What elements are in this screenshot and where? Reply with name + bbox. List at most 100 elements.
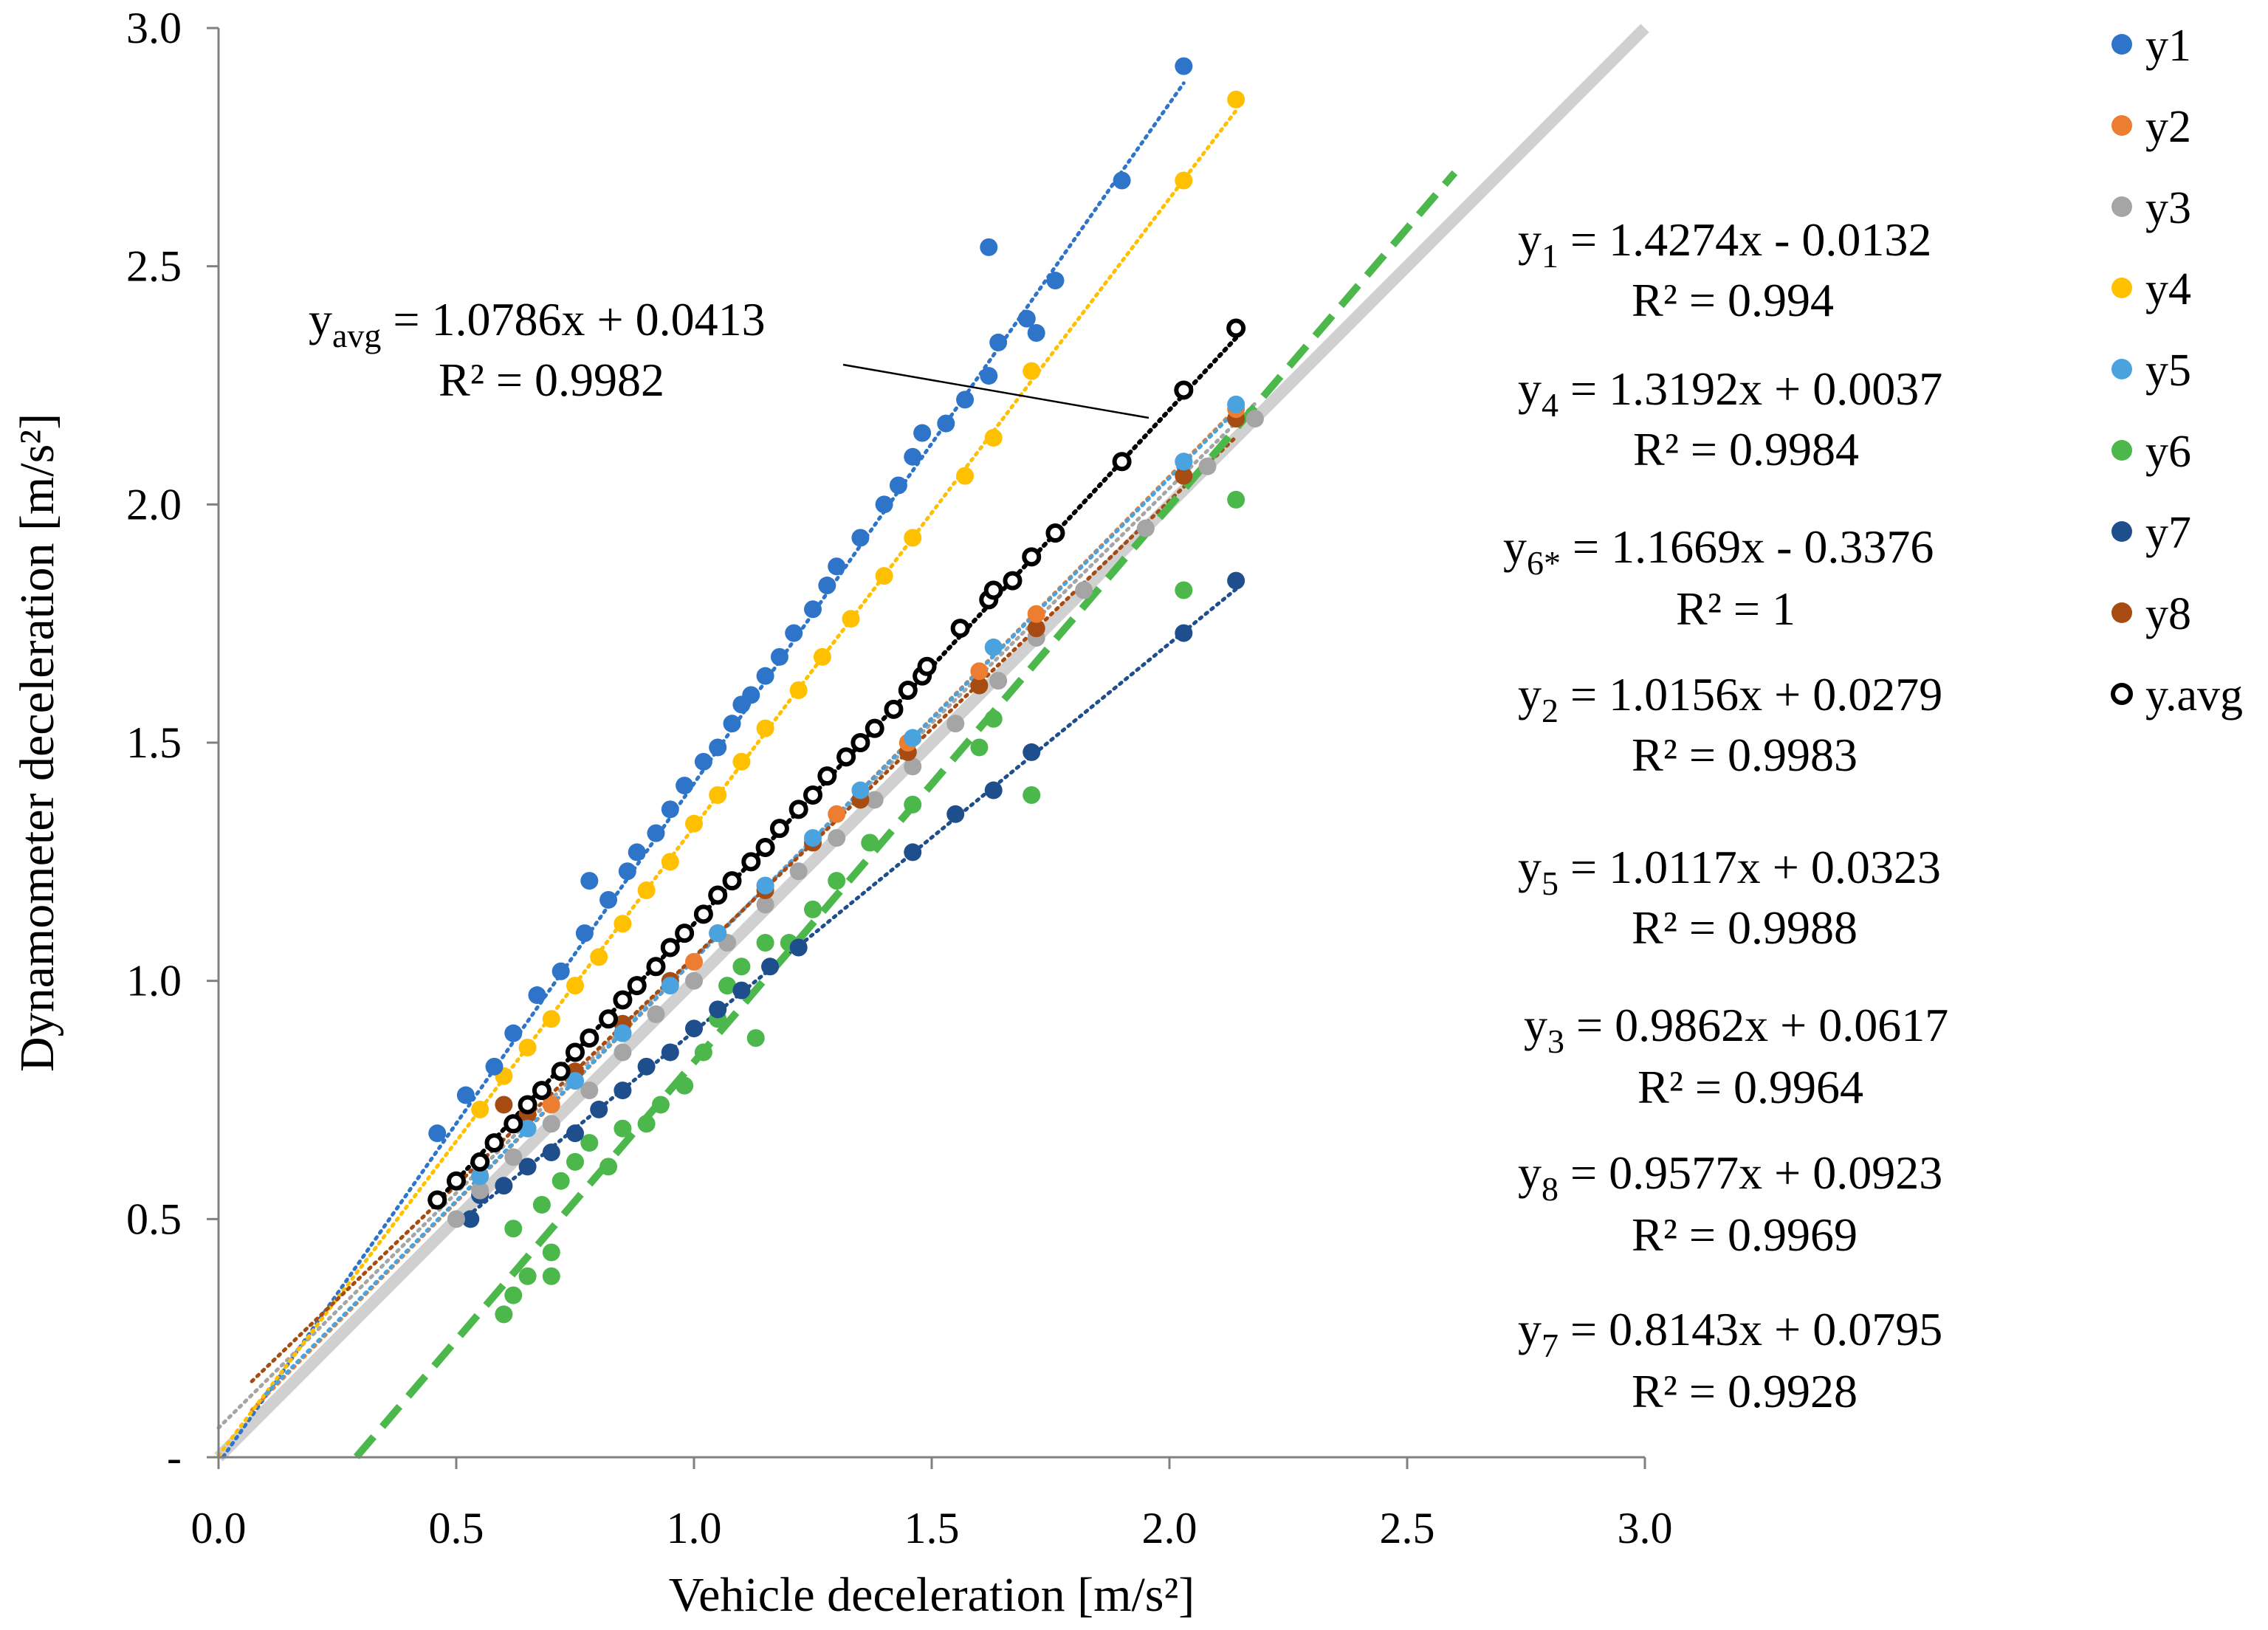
point-y.avg-25 [836, 747, 856, 767]
y-tick-label: 3.0 [126, 4, 182, 52]
point-y7-11 [709, 1000, 727, 1019]
point-y3-14 [946, 715, 965, 733]
point-y1-23 [818, 577, 836, 595]
point-y5-7 [804, 829, 822, 847]
point-y.avg-0 [427, 1190, 447, 1210]
point-y6-6 [542, 1267, 560, 1285]
point-y4-11 [732, 752, 751, 771]
point-y1-16 [723, 715, 741, 733]
point-y.avg-9 [580, 1028, 599, 1048]
point-y1-34 [989, 333, 1008, 351]
point-y1-32 [980, 367, 998, 385]
point-y7-15 [904, 843, 922, 862]
tick-label-layer: 0.0 0.5 1.0 1.5 2.0 2.5 3.0 - 0.5 1.0 1.5 2.0 2.5 3.0 [126, 4, 1673, 1552]
point-y1-20 [770, 647, 788, 666]
point-y5-9 [904, 729, 922, 747]
equation-e3: y3 = 0.9862x + 0.0617 [1524, 999, 1948, 1060]
point-y.avg-40 [1226, 318, 1246, 338]
point-y6-8 [566, 1152, 584, 1171]
point-y4-8 [661, 853, 679, 871]
point-y1-13 [676, 777, 694, 795]
point-y6-22 [804, 900, 822, 918]
point-y3-10 [789, 862, 808, 881]
point-y3-6 [647, 1005, 665, 1023]
point-y2-5 [828, 805, 846, 823]
point-y6-26 [970, 738, 989, 757]
point-y.avg-21 [769, 819, 789, 839]
legend-label-y2: y2 [2145, 102, 2191, 152]
point-y4-12 [756, 719, 774, 737]
point-y1-39 [1175, 57, 1193, 75]
equation-e5: y5 = 1.0117x + 0.0323 [1518, 841, 1941, 902]
point-y3-3 [542, 1115, 560, 1133]
trendline-y7 [454, 587, 1238, 1228]
point-y.avg-1 [447, 1171, 466, 1191]
point-y5-6 [756, 876, 774, 895]
legend-marker-y.avg [2111, 683, 2133, 705]
y-axis-title: Dynamometer deceleration [m/s²] [10, 413, 64, 1072]
point-y6-13 [651, 1096, 670, 1114]
point-y4-6 [614, 915, 632, 933]
point-y7-13 [761, 957, 780, 976]
point-y7-8 [637, 1057, 656, 1076]
point-y2-3 [685, 952, 703, 971]
point-y5-11 [1175, 453, 1193, 471]
point-y3-17 [1075, 581, 1093, 599]
point-y.avg-27 [865, 718, 884, 738]
point-y.avg-14 [660, 938, 680, 957]
point-y.avg-5 [518, 1095, 537, 1115]
point-y3-18 [1136, 519, 1155, 537]
point-y4-7 [637, 881, 656, 900]
legend-label-y.avg: y.avg [2145, 670, 2243, 721]
point-y.avg-26 [850, 733, 870, 752]
point-y4-3 [542, 1010, 560, 1028]
point-y8-0 [495, 1096, 513, 1114]
point-y6-11 [614, 1119, 632, 1138]
point-y.avg-15 [675, 924, 695, 943]
equation-e4: y4 = 1.3192x + 0.0037 [1518, 362, 1942, 424]
point-y.avg-3 [484, 1133, 504, 1153]
point-y6-29 [1175, 581, 1193, 599]
legend-marker-y1 [2111, 34, 2132, 55]
point-y6-10 [599, 1158, 618, 1176]
point-y3-15 [989, 672, 1008, 690]
point-y7-2 [495, 1177, 513, 1195]
point-y1-18 [742, 686, 760, 704]
point-y1-25 [851, 529, 870, 547]
legend: y1 y2 y3 y4 y5 y6 y7 y8 y.avg [2111, 21, 2243, 721]
point-y6-12 [637, 1115, 656, 1133]
point-y4-5 [590, 948, 608, 966]
r-squared-e6: R² = 1 [1676, 582, 1796, 635]
point-y6-25 [904, 795, 922, 814]
legend-marker-y5 [2111, 359, 2132, 379]
r-squared-e2: R² = 0.9983 [1632, 729, 1858, 781]
point-y.avg-11 [613, 990, 633, 1010]
x-tick-label: 3.0 [1618, 1504, 1673, 1552]
point-y3-1 [471, 1181, 489, 1200]
trendline-layer [216, 81, 1458, 1459]
r-squared-e5: R² = 0.9988 [1632, 901, 1858, 954]
point-y1-33 [980, 238, 998, 256]
point-y7-4 [542, 1143, 560, 1161]
point-y1-5 [551, 962, 570, 980]
point-y.avg-7 [551, 1062, 571, 1081]
point-y7-7 [614, 1081, 632, 1100]
point-y1-31 [956, 391, 975, 409]
point-y7-20 [1227, 571, 1245, 590]
point-y6-2 [504, 1220, 523, 1238]
point-y.avg-29 [898, 681, 918, 701]
point-y3-13 [904, 757, 922, 776]
legend-marker-y4 [2111, 278, 2132, 298]
point-y8-12 [1175, 467, 1193, 485]
point-y6-5 [542, 1243, 560, 1262]
point-y.avg-28 [884, 699, 904, 719]
point-y.avg-13 [646, 957, 666, 977]
point-y6-20 [756, 934, 774, 952]
legend-marker-y8 [2111, 602, 2132, 623]
legend-label-y7: y7 [2145, 508, 2191, 558]
point-y1-26 [875, 495, 893, 514]
point-y.avg-2 [470, 1152, 490, 1172]
equation-e1: y1 = 1.4274x - 0.0132 [1518, 213, 1931, 275]
x-axis-title: Vehicle deceleration [m/s²] [669, 1568, 1195, 1622]
point-y1-6 [575, 924, 594, 943]
